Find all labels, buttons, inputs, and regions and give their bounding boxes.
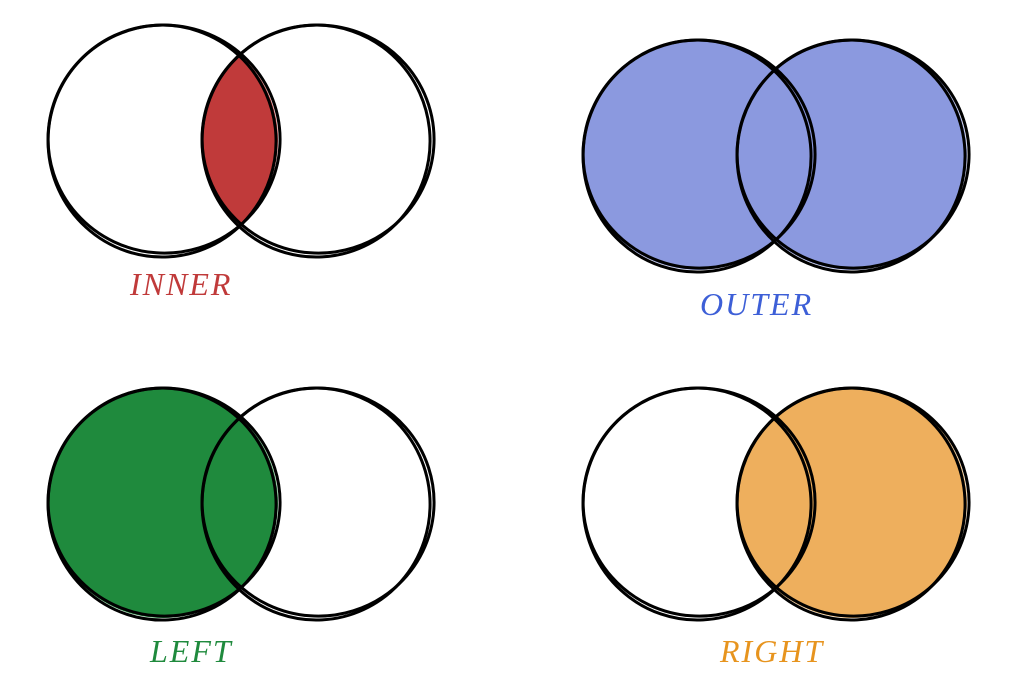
venn-right (575, 373, 975, 633)
venn-outer-svg (575, 25, 975, 285)
venn-outer (575, 25, 975, 285)
venn-left (40, 373, 440, 633)
label-left: LEFT (150, 635, 233, 667)
venn-inner-svg (40, 10, 440, 270)
label-inner: INNER (130, 268, 232, 300)
venn-inner (40, 10, 440, 270)
label-outer: OUTER (700, 288, 813, 320)
venn-right-svg (575, 373, 975, 633)
venn-left-svg (40, 373, 440, 633)
label-right: RIGHT (720, 635, 824, 667)
diagram-canvas: INNER OUTER LEFT RIGHT (0, 0, 1018, 689)
